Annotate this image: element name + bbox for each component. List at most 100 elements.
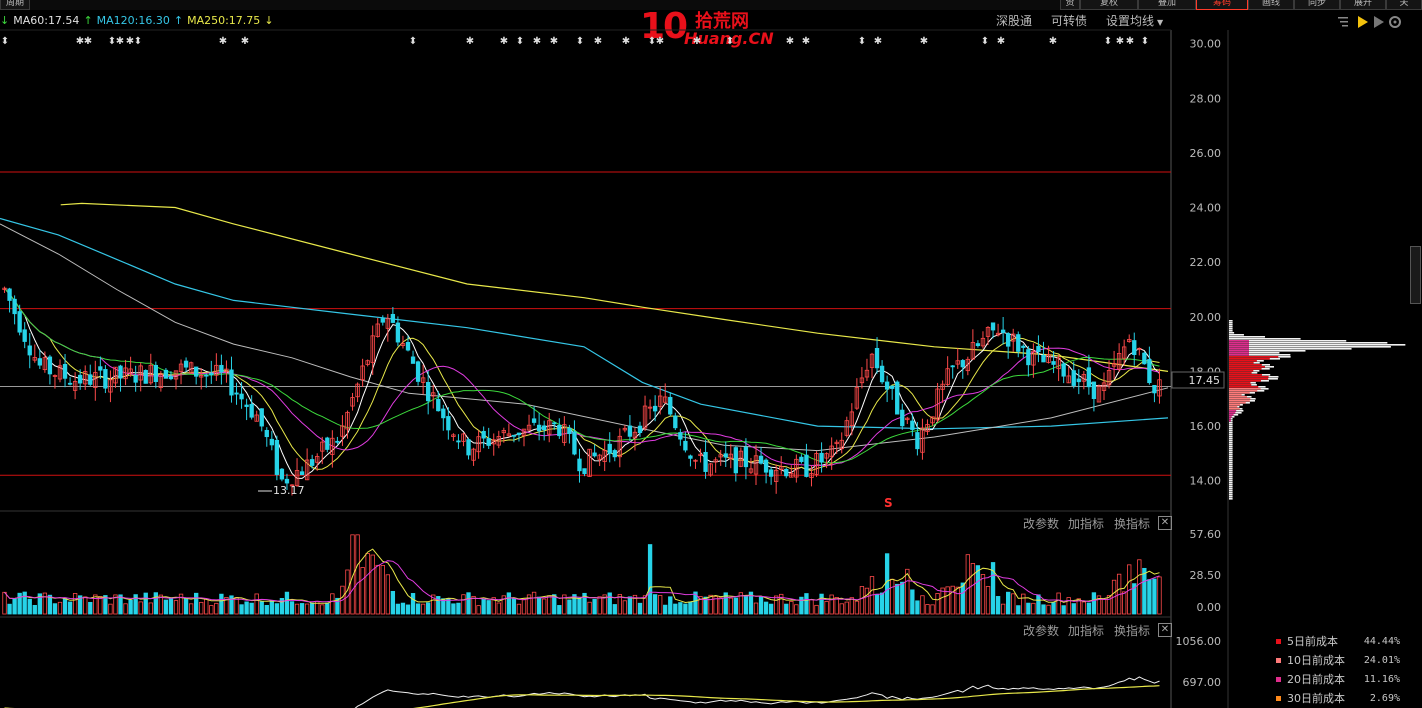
vol-close-icon[interactable]: ✕ <box>1158 516 1172 530</box>
candle-body <box>153 364 158 382</box>
candle-body <box>768 469 774 477</box>
gear-icon[interactable] <box>1389 16 1401 28</box>
chip-bar <box>1229 326 1233 328</box>
chip-bar-20d <box>1229 416 1232 418</box>
fuquan-button[interactable]: 复权 <box>1080 0 1138 10</box>
chip-bar <box>1229 352 1280 354</box>
play-icon[interactable] <box>1374 16 1384 28</box>
volume-bar <box>698 596 703 615</box>
candle-body <box>945 368 950 385</box>
candle-body <box>592 452 597 457</box>
chip-bar <box>1229 472 1233 474</box>
volume-bar <box>985 586 991 615</box>
hk-connect-link[interactable]: 深股通 <box>996 14 1033 28</box>
volume-bar <box>562 594 567 615</box>
volume-bar <box>1132 583 1137 615</box>
ma120-label: MA120:16.30 <box>96 14 170 27</box>
chip-bar <box>1229 494 1233 496</box>
volume-bar <box>597 596 602 615</box>
volume-bar <box>708 594 713 615</box>
candle-body <box>143 370 148 384</box>
volume-bar <box>375 564 380 615</box>
volume-bar <box>774 595 779 615</box>
volume-bar <box>1000 603 1006 615</box>
volume-bar <box>491 597 496 615</box>
candle-body <box>839 439 844 450</box>
chip-bar <box>1229 498 1233 500</box>
volume-bar <box>658 595 663 615</box>
chip-bar-20d <box>1229 348 1249 350</box>
candle-body <box>12 298 17 315</box>
obv-tick-mid: 697.00 <box>1183 676 1222 689</box>
candle-body <box>869 353 875 368</box>
candle-body <box>98 366 103 371</box>
chip-distribution <box>1229 320 1406 500</box>
volume-bar <box>420 603 426 615</box>
event-marker: ⬍ <box>726 36 734 47</box>
obv-add-indicator-button[interactable]: 加指标 <box>1068 624 1105 638</box>
volume-bar <box>718 597 723 615</box>
volume-bar <box>572 594 577 615</box>
sync-button[interactable]: 同步 <box>1294 0 1340 10</box>
volume-bar <box>1122 591 1127 615</box>
vertical-scrollbar[interactable] <box>1410 246 1421 304</box>
obv-ma-line <box>4 685 1160 708</box>
volume-bar <box>925 604 930 615</box>
candle-body <box>420 377 426 383</box>
candle-body <box>1051 361 1056 365</box>
candle-body <box>133 375 138 383</box>
candle-body <box>703 451 708 472</box>
candle-body <box>511 434 517 437</box>
draw-button[interactable]: 画线 <box>1248 0 1294 10</box>
candle-body <box>960 360 965 368</box>
event-marker: ⬍ <box>134 36 142 47</box>
overlay-button[interactable]: 叠加 <box>1138 0 1196 10</box>
ma-settings-link[interactable]: 设置均线 ▼ <box>1106 12 1163 32</box>
chips-button[interactable]: 筹码 <box>1196 0 1248 10</box>
chip-bar <box>1229 444 1233 446</box>
play-active-icon[interactable] <box>1358 16 1368 28</box>
volume-bar <box>219 593 224 615</box>
vol-add-indicator-button[interactable]: 加指标 <box>1068 517 1105 531</box>
volume-bar <box>239 604 244 615</box>
volume-bar <box>42 592 48 615</box>
expand-button[interactable]: 展开 <box>1340 0 1386 10</box>
chip-bar <box>1229 470 1233 472</box>
volume-bar <box>22 591 27 615</box>
event-marker: ✱ <box>1126 36 1134 47</box>
obv-params-button[interactable]: 改参数 <box>1023 624 1060 638</box>
candle-body <box>204 374 209 377</box>
volume-bar <box>133 594 138 615</box>
candle-body <box>900 409 905 427</box>
volume-bar <box>627 596 633 615</box>
candle-body <box>1111 363 1117 367</box>
candle-body <box>491 439 496 445</box>
chip-bar <box>1229 334 1244 336</box>
candle-body <box>617 435 622 458</box>
candle-body <box>627 425 633 437</box>
volume-bar <box>128 599 133 615</box>
event-marker: ✱ <box>656 36 664 47</box>
obv-close-icon[interactable]: ✕ <box>1158 623 1172 637</box>
candle-body <box>108 379 113 393</box>
vol-switch-indicator-button[interactable]: 换指标 <box>1114 517 1151 531</box>
volume-bar <box>380 565 385 615</box>
volume-bar <box>728 597 733 615</box>
volume-bar <box>37 593 42 615</box>
volume-bar <box>32 604 37 615</box>
candle-body <box>1137 347 1142 350</box>
obv-switch-indicator-button[interactable]: 换指标 <box>1114 624 1151 638</box>
candle-body <box>7 288 12 301</box>
period-tab[interactable]: 周期 <box>0 0 30 10</box>
tool-button-1[interactable]: 资 <box>1060 0 1080 10</box>
volume-bar <box>965 554 970 615</box>
volume-bar <box>1071 603 1076 615</box>
candle-body <box>562 424 567 443</box>
convertible-bond-link[interactable]: 可转债 <box>1051 14 1088 28</box>
list-icon[interactable] <box>1338 17 1348 27</box>
vol-params-button[interactable]: 改参数 <box>1023 517 1060 531</box>
chip-bar-recent <box>1229 390 1258 392</box>
volume-bar <box>466 592 471 615</box>
candle-body <box>829 445 834 458</box>
candle-body <box>985 326 991 337</box>
